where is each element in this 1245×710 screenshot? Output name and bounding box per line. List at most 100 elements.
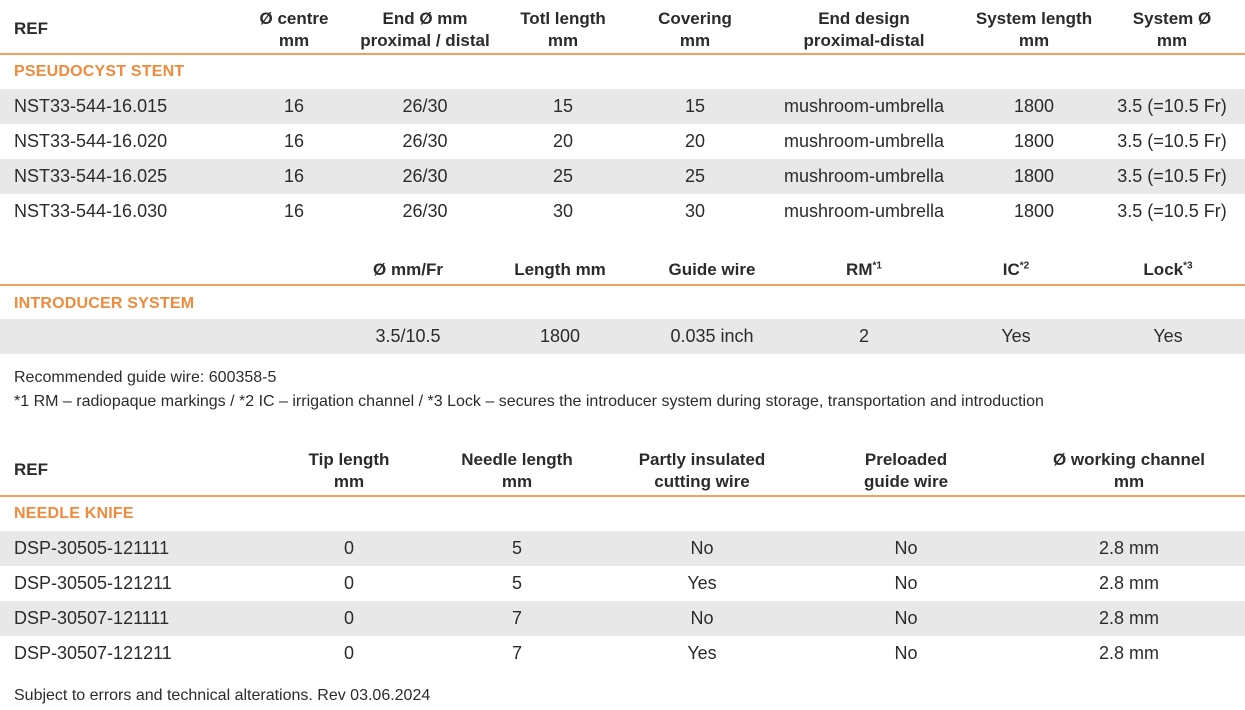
table-cell: No xyxy=(690,608,714,628)
table-cell: No xyxy=(690,538,714,558)
table-cell: 25 xyxy=(552,166,574,186)
stent-header-divider xyxy=(0,53,1245,55)
introducer-header-rm: RM*1 xyxy=(846,260,882,279)
table-cell: Yes xyxy=(687,573,717,593)
stent-header-ref: REF xyxy=(14,19,48,38)
ref-cell: DSP-30505-121211 xyxy=(14,573,172,593)
table-row: NST33-544-16.025 16 26/30 25 25 mushroom… xyxy=(0,159,1245,194)
section-title-needle-knife: NEEDLE KNIFE xyxy=(14,505,134,522)
ref-cell: NST33-544-16.030 xyxy=(14,201,168,221)
table-cell: No xyxy=(894,608,918,628)
table-cell: 3.5 (=10.5 Fr) xyxy=(1117,131,1227,151)
table-cell: 2 xyxy=(858,326,869,346)
table-cell: 3.5/10.5 xyxy=(375,326,441,346)
table-cell: 1800 xyxy=(1013,96,1055,116)
table-cell: 15 xyxy=(552,96,574,116)
table-cell: 2.8 mm xyxy=(1098,643,1159,663)
knife-header-divider xyxy=(0,495,1245,497)
ref-cell: DSP-30505-121111 xyxy=(14,538,170,558)
table-cell: 16 xyxy=(283,166,305,186)
knife-header-tip-length: Tip length mm xyxy=(308,450,390,491)
table-cell: 7 xyxy=(511,608,522,628)
table-cell: 20 xyxy=(684,131,706,151)
stent-header-covering: Covering mm xyxy=(658,9,732,50)
recommended-guide-wire-note: Recommended guide wire: 600358-5 xyxy=(14,369,277,386)
table-row: NST33-544-16.015 16 26/30 15 15 mushroom… xyxy=(0,89,1245,124)
table-cell: No xyxy=(894,643,918,663)
table-cell: 25 xyxy=(684,166,706,186)
table-cell: 3.5 (=10.5 Fr) xyxy=(1117,166,1227,186)
knife-header-needle-length: Needle length mm xyxy=(461,450,573,491)
table-cell: 26/30 xyxy=(402,131,448,151)
table-cell: 1800 xyxy=(1013,131,1055,151)
table-cell: 1800 xyxy=(539,326,581,346)
table-row: DSP-30505-121111 0 5 No No 2.8 mm xyxy=(0,531,1245,566)
ref-cell: NST33-544-16.020 xyxy=(14,131,168,151)
table-cell: 20 xyxy=(552,131,574,151)
stent-header-total-length: Totl length mm xyxy=(520,9,606,50)
footer-disclaimer: Subject to errors and technical alterati… xyxy=(14,687,431,704)
ref-cell: NST33-544-16.025 xyxy=(14,166,168,186)
table-cell: 2.8 mm xyxy=(1098,538,1159,558)
table-cell: 5 xyxy=(511,538,522,558)
table-cell: 16 xyxy=(283,131,305,151)
introducer-header-guide-wire: Guide wire xyxy=(668,260,756,279)
stent-header-end-design: End design proximal-distal xyxy=(803,9,925,50)
table-cell: 16 xyxy=(283,201,305,221)
table-cell: No xyxy=(894,538,918,558)
table-cell: 26/30 xyxy=(402,96,448,116)
table-cell: 3.5 (=10.5 Fr) xyxy=(1117,201,1227,221)
table-cell: mushroom-umbrella xyxy=(783,96,945,116)
ref-cell: NST33-544-16.015 xyxy=(14,96,168,116)
table-cell: mushroom-umbrella xyxy=(783,166,945,186)
stent-header-centre: Ø centre mm xyxy=(259,9,329,50)
table-cell: 3.5 (=10.5 Fr) xyxy=(1117,96,1227,116)
stent-header-system-length: System length mm xyxy=(975,9,1093,50)
knife-header-preloaded: Preloaded guide wire xyxy=(863,450,949,491)
table-cell: 0 xyxy=(343,608,354,628)
table-cell: No xyxy=(894,573,918,593)
knife-header-ref: REF xyxy=(14,460,48,479)
table-row: DSP-30505-121211 0 5 Yes No 2.8 mm xyxy=(0,566,1245,601)
table-cell: 2.8 mm xyxy=(1098,573,1159,593)
introducer-header-divider xyxy=(0,284,1245,286)
table-cell: 26/30 xyxy=(402,166,448,186)
footnote-marker: *3 xyxy=(1183,260,1193,272)
table-row: NST33-544-16.030 16 26/30 30 30 mushroom… xyxy=(0,194,1245,229)
table-cell: 0 xyxy=(343,573,354,593)
introducer-header-lock: Lock*3 xyxy=(1143,260,1193,279)
ref-cell: DSP-30507-121111 xyxy=(14,608,170,628)
table-cell: 2.8 mm xyxy=(1098,608,1159,628)
table-row: DSP-30507-121111 0 7 No No 2.8 mm xyxy=(0,601,1245,636)
table-cell: 1800 xyxy=(1013,166,1055,186)
section-title-pseudocyst-stent: PSEUDOCYST STENT xyxy=(14,63,185,80)
table-row: NST33-544-16.020 16 26/30 20 20 mushroom… xyxy=(0,124,1245,159)
table-cell: Yes xyxy=(1001,326,1031,346)
table-cell: 7 xyxy=(511,643,522,663)
footnote-legend: *1 RM – radiopaque markings / *2 IC – ir… xyxy=(14,393,1044,410)
introducer-header-length: Length mm xyxy=(514,260,606,279)
table-row: 3.5/10.5 1800 0.035 inch 2 Yes Yes xyxy=(0,319,1245,354)
table-cell: 1800 xyxy=(1013,201,1055,221)
table-cell: 0.035 inch xyxy=(670,326,754,346)
table-cell: Yes xyxy=(1153,326,1183,346)
table-cell: mushroom-umbrella xyxy=(783,131,945,151)
table-cell: 15 xyxy=(684,96,706,116)
stent-header-end-diameter: End Ø mm proximal / distal xyxy=(360,9,490,50)
table-cell: 30 xyxy=(552,201,574,221)
introducer-header-ic: IC*2 xyxy=(1002,260,1030,279)
footnote-marker: *2 xyxy=(1019,260,1030,272)
table-row: DSP-30507-121211 0 7 Yes No 2.8 mm xyxy=(0,636,1245,671)
table-cell: 0 xyxy=(343,643,354,663)
footnote-marker: *1 xyxy=(872,260,882,272)
table-cell: 5 xyxy=(511,573,522,593)
section-title-introducer-system: INTRODUCER SYSTEM xyxy=(14,295,195,312)
table-cell: 16 xyxy=(283,96,305,116)
table-cell: 30 xyxy=(684,201,706,221)
ref-cell: DSP-30507-121211 xyxy=(14,643,172,663)
table-cell: 26/30 xyxy=(402,201,448,221)
knife-header-partly-insulated: Partly insulated cutting wire xyxy=(638,450,766,491)
table-cell: Yes xyxy=(687,643,717,663)
table-cell: mushroom-umbrella xyxy=(783,201,945,221)
